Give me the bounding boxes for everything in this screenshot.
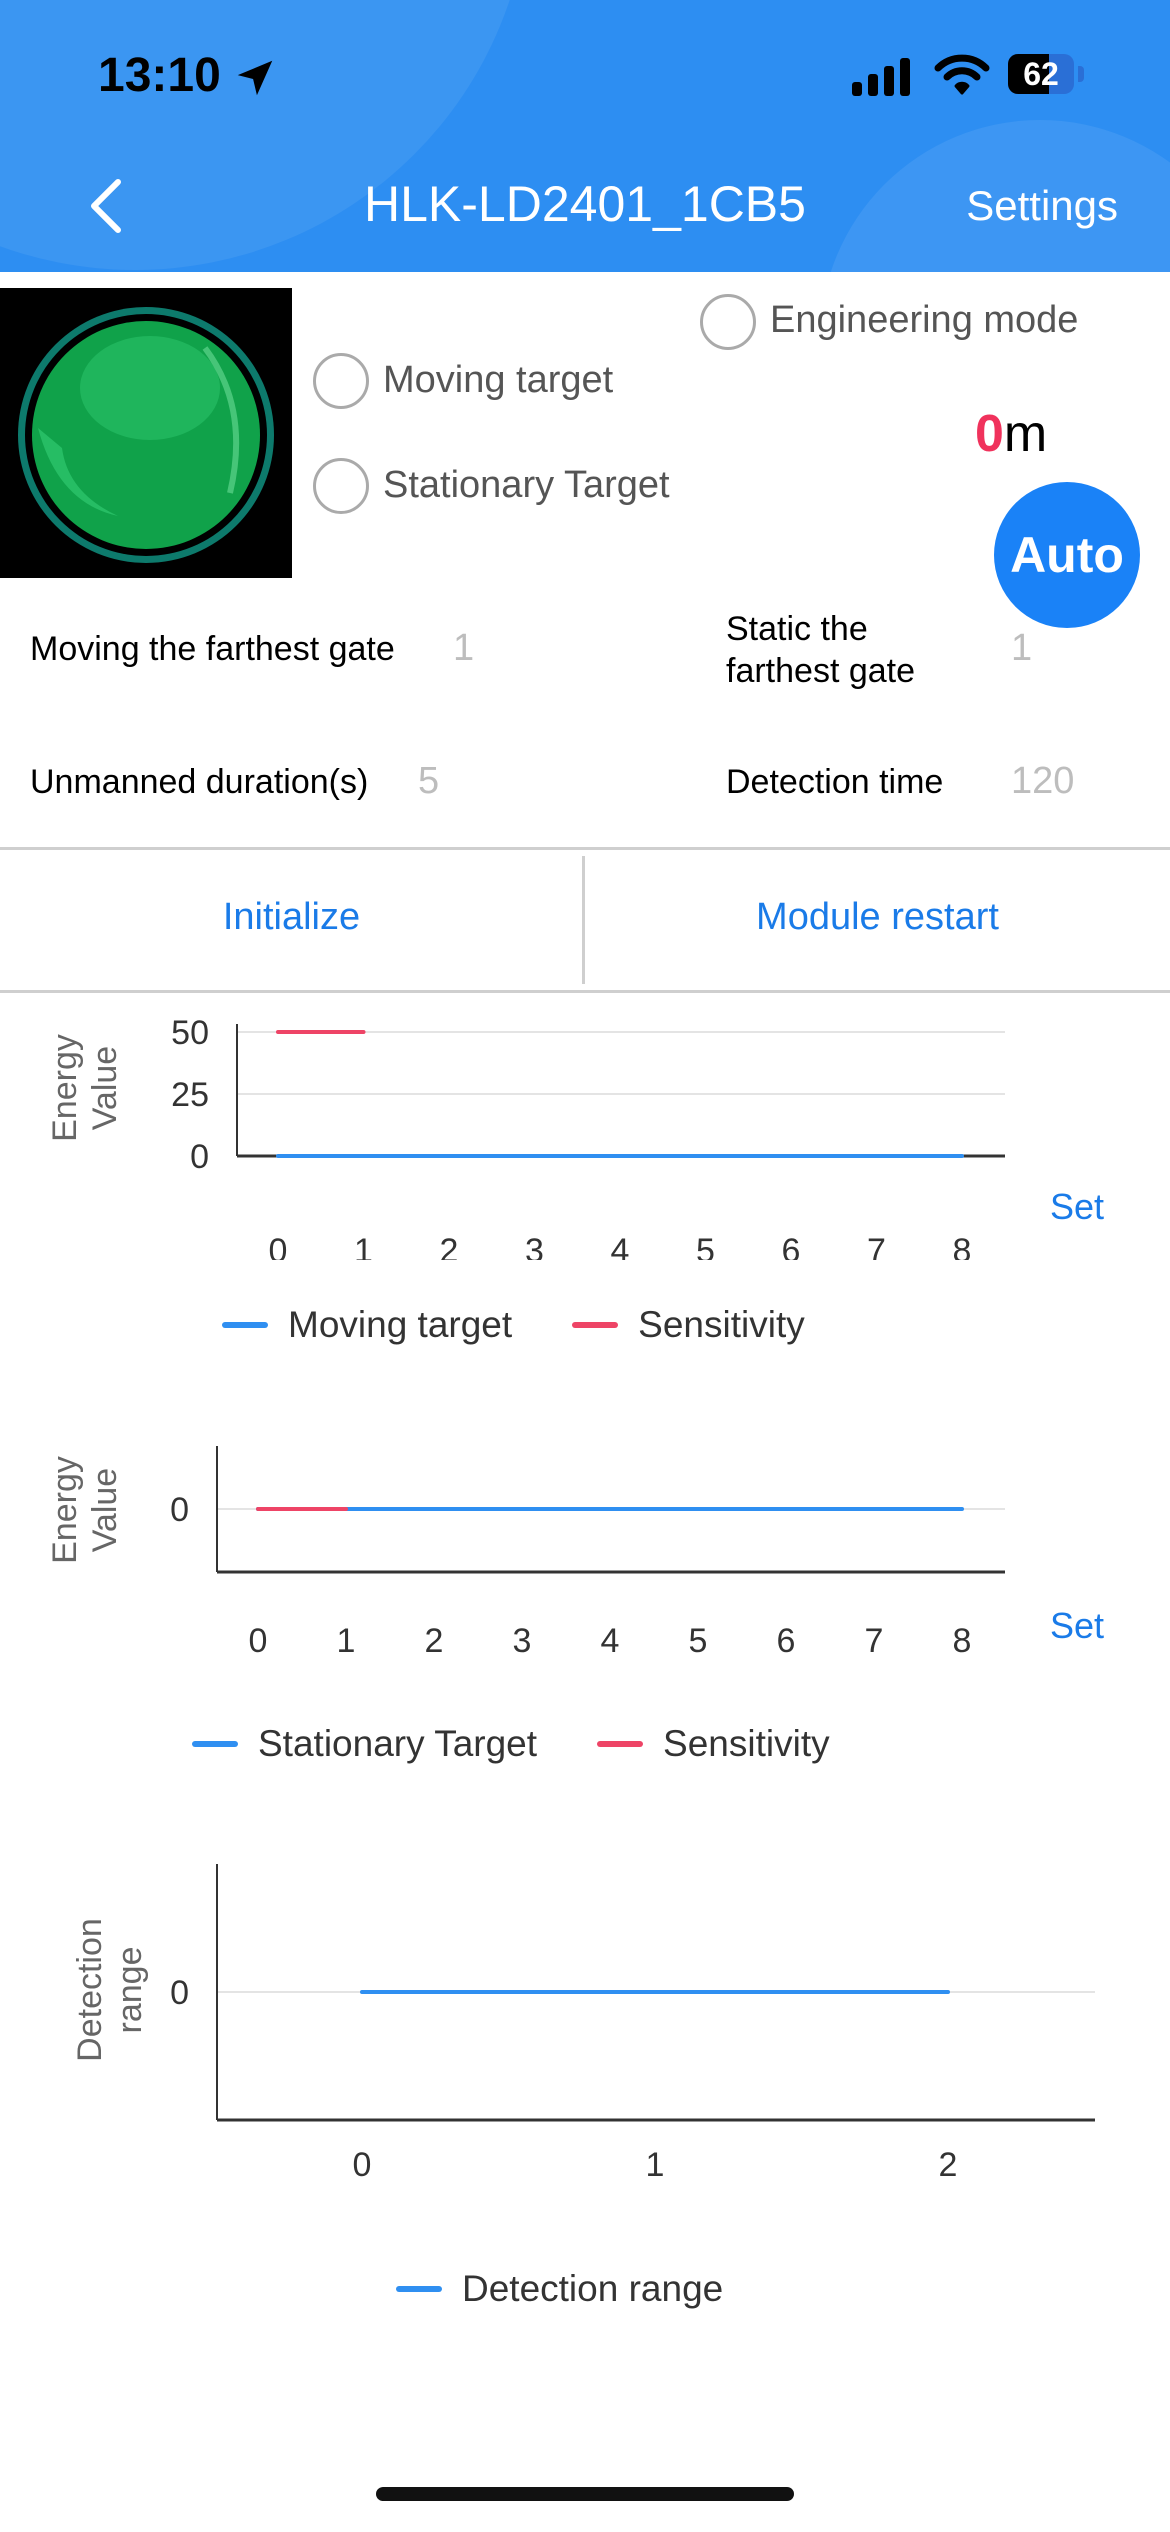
battery-icon: 62 xyxy=(1008,54,1074,94)
chart3-y-axis-title-line1: Detection xyxy=(71,1918,109,2062)
distance-value: 0 xyxy=(975,405,1004,463)
chart1-y-axis-title: Energy Value xyxy=(45,1028,125,1148)
stationary-target-energy-chart: 0 0 1 2 3 4 5 6 7 8 xyxy=(170,1446,1005,1660)
presence-status-orb xyxy=(0,288,292,578)
page-title: HLK-LD2401_1CB5 xyxy=(364,176,806,232)
detection-time-input[interactable]: 120 xyxy=(1011,760,1075,802)
chart2-y-axis-title-line2: Value xyxy=(86,1467,124,1553)
wifi-icon xyxy=(934,54,990,95)
stationary-target-radio[interactable] xyxy=(313,458,369,514)
settings-button[interactable]: Settings xyxy=(966,182,1118,229)
chevron-left-icon xyxy=(91,179,121,233)
static-farthest-gate-label-line1: Static the xyxy=(726,610,868,648)
y-tick-label: 0 xyxy=(170,1491,189,1529)
chart3-legend: Detection range xyxy=(396,2268,723,2310)
x-tick-label: 4 xyxy=(611,1232,630,1260)
x-tick-label: 0 xyxy=(269,1232,288,1260)
moving-target-radio[interactable] xyxy=(313,353,369,409)
detection-range-chart: 0 0 1 2 xyxy=(170,1864,1095,2184)
detection-time-label: Detection time xyxy=(726,763,944,801)
chart3-y-axis-title: Detection range xyxy=(70,1905,150,2075)
x-tick-label: 2 xyxy=(425,1622,444,1660)
chart2-legend: Stationary Target Sensitivity xyxy=(192,1723,830,1765)
legend-moving-target: Moving target xyxy=(288,1304,513,1345)
stationary-sensitivity-set-button[interactable]: Set xyxy=(1050,1605,1105,1646)
section-divider xyxy=(0,990,1170,993)
x-tick-label: 5 xyxy=(696,1232,715,1260)
x-tick-label: 3 xyxy=(513,1622,532,1660)
app-header: 13:10 62 HLK-LD2401_1CB5 Settings xyxy=(0,0,1170,272)
legend-swatch-stationary xyxy=(192,1741,238,1747)
legend-swatch-sensitivity xyxy=(597,1741,644,1747)
x-tick-label: 0 xyxy=(249,1622,268,1660)
auto-button[interactable]: Auto xyxy=(994,482,1140,628)
legend-swatch-moving xyxy=(222,1322,268,1328)
distance-readout: 0m xyxy=(975,404,1047,464)
legend-stationary-target: Stationary Target xyxy=(258,1723,538,1764)
initialize-button[interactable]: Initialize xyxy=(222,896,361,938)
legend-detection-range: Detection range xyxy=(462,2268,724,2309)
battery-fill xyxy=(1008,54,1049,94)
stationary-target-label: Stationary Target xyxy=(383,464,670,506)
cellular-signal-icon xyxy=(852,58,910,96)
x-tick-label: 1 xyxy=(337,1622,356,1660)
x-tick-label: 7 xyxy=(867,1232,886,1260)
moving-target-energy-chart: 0 25 50 0 1 2 3 4 5 6 7 8 xyxy=(171,1014,1005,1260)
unmanned-duration-label: Unmanned duration(s) xyxy=(30,763,369,801)
x-tick-label: 6 xyxy=(782,1232,801,1260)
static-farthest-gate-input[interactable]: 1 xyxy=(1011,627,1033,669)
location-arrow-icon xyxy=(237,60,273,96)
x-tick-label: 2 xyxy=(939,2146,958,2184)
battery-percentage: 62 xyxy=(1023,56,1059,92)
chart1-legend: Moving target Sensitivity xyxy=(222,1304,805,1346)
home-indicator xyxy=(376,2487,794,2501)
legend-sensitivity: Sensitivity xyxy=(663,1723,830,1764)
legend-sensitivity: Sensitivity xyxy=(638,1304,805,1345)
x-tick-label: 5 xyxy=(689,1622,708,1660)
engineering-mode-label: Engineering mode xyxy=(770,299,1079,341)
status-time: 13:10 xyxy=(98,49,221,102)
legend-swatch-detection-range xyxy=(396,2286,442,2292)
static-farthest-gate-label-line2: farthest gate xyxy=(726,652,916,690)
chart1-y-axis-title-line2: Value xyxy=(86,1045,124,1131)
chart1-y-axis-title-line1: Energy xyxy=(46,1034,84,1142)
distance-unit: m xyxy=(1003,405,1048,463)
chart2-y-axis-title: Energy Value xyxy=(45,1450,125,1570)
section-divider xyxy=(0,847,1170,850)
module-restart-button[interactable]: Module restart xyxy=(756,896,999,938)
chart2-y-axis-title-line1: Energy xyxy=(46,1456,84,1564)
y-tick-label: 0 xyxy=(170,1974,189,2012)
y-tick-label: 25 xyxy=(171,1076,209,1114)
legend-swatch-sensitivity xyxy=(572,1322,619,1328)
moving-target-label: Moving target xyxy=(383,359,614,401)
x-tick-label: 1 xyxy=(354,1232,373,1260)
moving-farthest-gate-input[interactable]: 1 xyxy=(453,627,475,669)
y-tick-label: 50 xyxy=(171,1014,209,1052)
y-tick-label: 0 xyxy=(190,1138,209,1176)
unmanned-duration-input[interactable]: 5 xyxy=(418,760,440,802)
button-divider xyxy=(582,856,585,984)
moving-sensitivity-set-button[interactable]: Set xyxy=(1050,1186,1105,1227)
x-tick-label: 1 xyxy=(646,2146,665,2184)
x-tick-label: 6 xyxy=(777,1622,796,1660)
x-tick-label: 7 xyxy=(865,1622,884,1660)
x-tick-label: 3 xyxy=(525,1232,544,1260)
x-tick-label: 4 xyxy=(601,1622,620,1660)
battery-tip xyxy=(1078,66,1084,82)
x-tick-label: 8 xyxy=(953,1232,972,1260)
moving-farthest-gate-label: Moving the farthest gate xyxy=(30,630,395,668)
engineering-mode-radio[interactable] xyxy=(700,294,756,350)
back-button[interactable] xyxy=(82,176,130,236)
x-tick-label: 2 xyxy=(440,1232,459,1260)
x-tick-label: 8 xyxy=(953,1622,972,1660)
x-tick-label: 0 xyxy=(353,2146,372,2184)
